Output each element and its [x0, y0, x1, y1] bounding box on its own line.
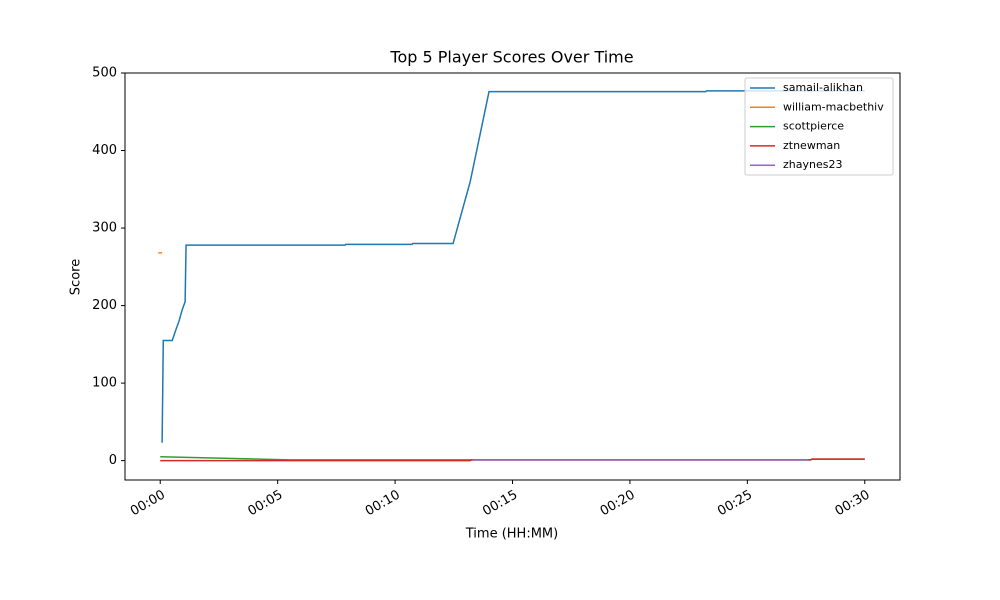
chart-title: Top 5 Player Scores Over Time [389, 48, 633, 67]
y-tick-label: 0 [109, 453, 117, 468]
y-tick-label: 300 [92, 221, 117, 236]
legend-label: scottpierce [783, 120, 844, 133]
y-tick-label: 200 [92, 298, 117, 313]
x-axis-label: Time (HH:MM) [465, 527, 558, 542]
legend-label: william-macbethiv [783, 100, 884, 113]
legend-label: zhaynes23 [783, 158, 842, 171]
legend-label: ztnewman [783, 139, 840, 152]
legend-box [744, 77, 894, 176]
legend-label: samail-alikhan [783, 81, 863, 94]
series-line [161, 90, 865, 443]
y-axis-label: Score [69, 259, 84, 295]
y-tick-label: 100 [92, 376, 117, 391]
y-tick-label: 400 [92, 143, 117, 158]
plot-area [158, 90, 865, 462]
y-tick-label: 500 [92, 66, 117, 81]
legend: samail-alikhan william-macbethiv scottpier… [744, 77, 894, 176]
